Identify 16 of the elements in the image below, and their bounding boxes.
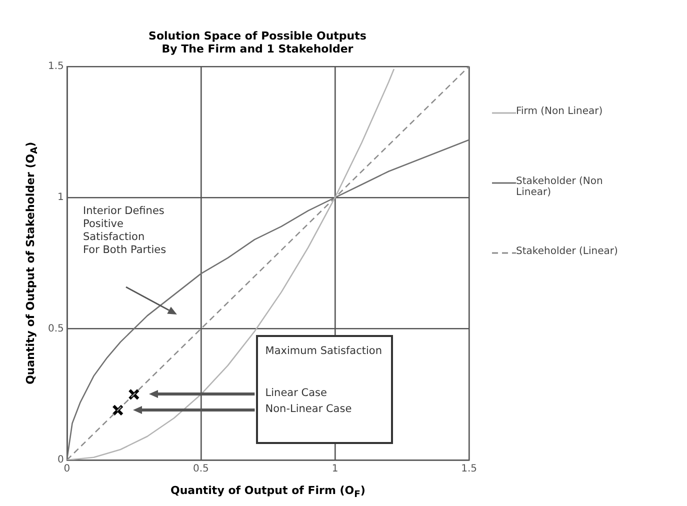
annotation: Linear Case [265, 387, 327, 400]
y-tick-label: 0.5 [48, 323, 64, 334]
x-axis-title: Quantity of Output of Firm (O$_{F}$) [170, 484, 366, 500]
y-tick-label: 1 [58, 192, 64, 204]
x-tick-label: 0.5 [193, 464, 209, 475]
legend-label: Stakeholder (Non Linear) [516, 176, 604, 198]
legend-label: Firm (Non Linear) [516, 106, 604, 118]
chart-title: Solution Space of Possible Outputs By The Firm and 1 Stakeholder [148, 29, 367, 56]
y-tick-label: 1.5 [48, 60, 64, 72]
legend-label: Stakeholder (Linear) [516, 246, 619, 258]
y-tick-label: 0 [58, 454, 64, 466]
x-tick-label: 1.5 [461, 464, 477, 475]
x-tick-label: 1 [332, 464, 338, 475]
annotation: Maximum Satisfaction [265, 344, 382, 358]
annotation: Non-Linear Case [265, 403, 352, 416]
annotation: Interior Defines Positive Satisfaction For Both Parties [82, 205, 166, 258]
